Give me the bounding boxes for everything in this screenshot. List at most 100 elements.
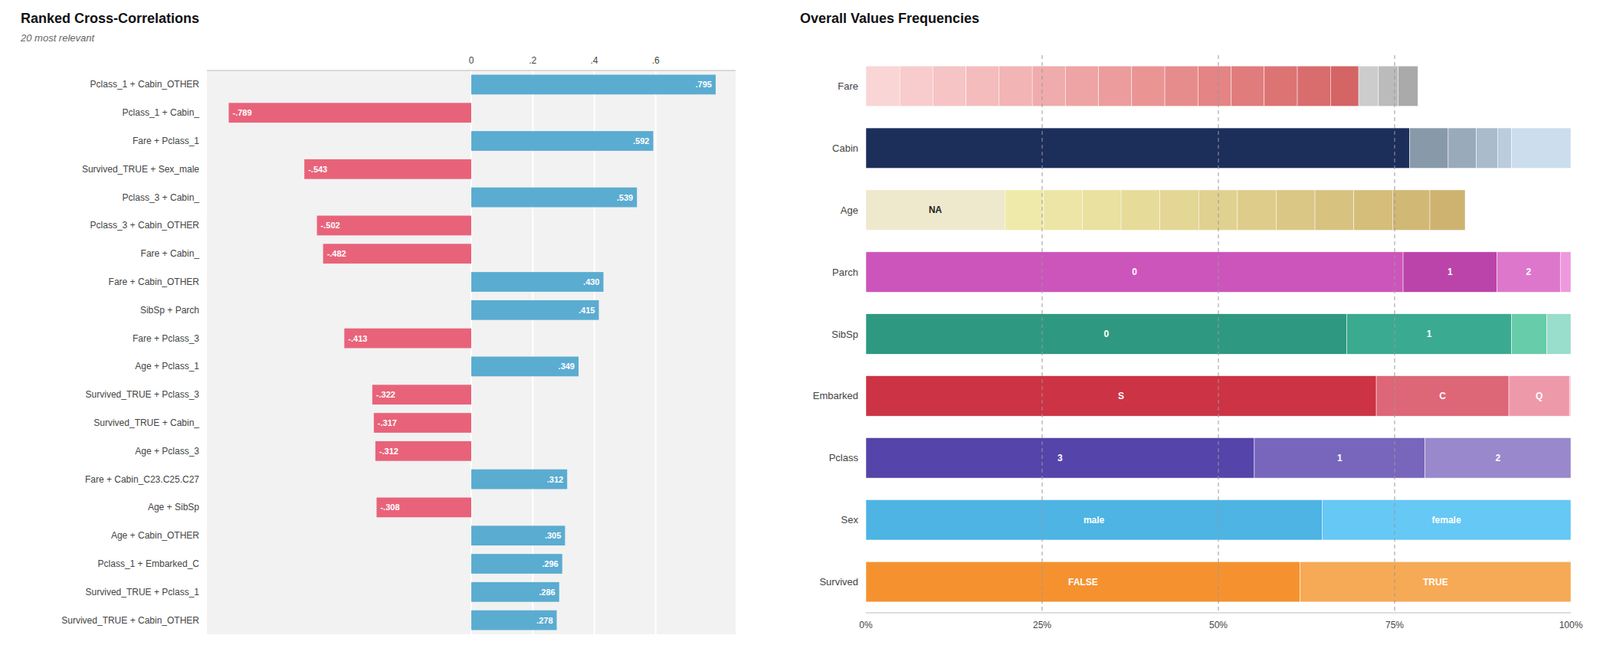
- bar-segment: [1376, 376, 1509, 417]
- data-label: .312: [547, 475, 564, 485]
- data-label: .349: [558, 361, 575, 371]
- category-label: Cabin: [832, 142, 859, 155]
- bar: [344, 328, 472, 349]
- bar-segment: [1004, 190, 1044, 231]
- bar-segment: [1065, 65, 1099, 107]
- bar-segment: [1511, 314, 1548, 355]
- x-axis-line: [865, 613, 1571, 614]
- category-label: Fare: [837, 80, 859, 92]
- data-label: -.789: [232, 108, 252, 118]
- bars: [228, 75, 715, 631]
- bar-segment: [1297, 65, 1331, 107]
- category-label: Survived: [819, 576, 859, 588]
- segment-label: 0: [1103, 328, 1109, 340]
- segment-label: FALSE: [1068, 577, 1099, 588]
- bar: [304, 159, 472, 180]
- bar-segment: [932, 65, 966, 107]
- bar: [228, 102, 472, 123]
- category-label: Embarked: [813, 390, 859, 402]
- segment-label: C: [1439, 390, 1446, 402]
- bar: [471, 469, 568, 490]
- bar: [376, 498, 472, 519]
- bar-segment: [1547, 314, 1571, 355]
- labels: 0.2.4.6Pclass_1 + Cabin_OTHERPclass_1 + …: [61, 55, 712, 627]
- chart-panel: Overall Values Frequencies0%25%50%75%100…: [800, 10, 1584, 631]
- x-tick-label: 100%: [1559, 619, 1584, 631]
- segment-label: NA: [928, 204, 943, 216]
- data-label: -.308: [380, 502, 400, 512]
- bar-segment: [1321, 499, 1571, 541]
- bar: [471, 131, 653, 151]
- grid-line: [531, 70, 534, 635]
- category-label: Survived_TRUE + Sex_male: [81, 163, 200, 175]
- bar-segment: [1237, 190, 1277, 231]
- bar-segment: [1569, 376, 1571, 417]
- bar-segment: [1429, 190, 1466, 231]
- category-label: Age + Pclass_1: [134, 360, 200, 372]
- bar: [471, 554, 563, 574]
- plot-background: [865, 55, 1571, 614]
- category-label: Age + SibSp: [147, 501, 200, 513]
- bar-segment: [1264, 65, 1298, 107]
- category-label: Age + Pclass_3: [134, 445, 200, 457]
- data-label: .415: [578, 305, 595, 315]
- category-label: Fare + Pclass_3: [132, 333, 200, 345]
- segment-label: 3: [1057, 452, 1063, 464]
- bar-segment: [1330, 65, 1359, 107]
- bar-segment: [865, 437, 1255, 479]
- segment-label: S: [1118, 390, 1125, 402]
- segment-label: Q: [1535, 390, 1543, 402]
- bar-segment: [1231, 65, 1265, 107]
- bar-segment: [1081, 190, 1122, 231]
- category-label: Sex: [841, 514, 860, 526]
- bar-segment: [1098, 65, 1132, 107]
- chart-svg: Ranked Cross-Correlations20 most relevan…: [0, 0, 1600, 645]
- bar: [471, 75, 716, 96]
- bar: [471, 525, 565, 546]
- bar-segment: [1346, 314, 1512, 355]
- bar-segment: [865, 499, 1322, 541]
- bar-segment: [1275, 190, 1315, 231]
- data-label: .539: [616, 193, 633, 203]
- chart-panel: Ranked Cross-Correlations20 most relevan…: [19, 10, 736, 635]
- data-label: -.413: [347, 334, 368, 344]
- segment-label: male: [1083, 514, 1105, 526]
- bar-segment: [899, 65, 933, 107]
- background-layer: [865, 55, 1571, 614]
- data-label: .286: [538, 587, 555, 597]
- segment-label: female: [1432, 514, 1462, 526]
- category-label: Fare + Cabin_OTHER: [108, 276, 200, 288]
- bar-segment: [865, 252, 1404, 293]
- category-label: Pclass_3 + Cabin_OTHER: [90, 219, 200, 231]
- x-tick-label: 50%: [1209, 619, 1228, 631]
- grid-line: [593, 70, 595, 635]
- category-label: Parch: [832, 266, 859, 279]
- data-label: .592: [632, 136, 650, 146]
- bar-segment: [865, 127, 1410, 169]
- bar-segment: [865, 314, 1347, 355]
- bar: [372, 384, 472, 405]
- bar-segment: [1392, 190, 1430, 231]
- x-tick-label: 75%: [1385, 619, 1404, 631]
- category-label: SibSp + Parch: [140, 304, 200, 316]
- category-label: Pclass_1 + Cabin_OTHER: [90, 78, 200, 90]
- category-label: Pclass_1 + Embarked_C: [98, 558, 200, 570]
- bar: [323, 243, 472, 264]
- bar: [471, 582, 560, 603]
- data-label: -.502: [321, 220, 341, 230]
- segment-label: 1: [1426, 328, 1433, 340]
- category-label: Survived_TRUE + Pclass_3: [85, 389, 200, 400]
- grid-line: [1218, 55, 1220, 614]
- bar-segment: [1254, 437, 1426, 479]
- bar-segment: [865, 190, 1005, 231]
- bar-segment: [1314, 190, 1355, 231]
- bar-segment: [1043, 190, 1083, 231]
- bar-segment: [1398, 65, 1419, 107]
- bar-segment: [1511, 127, 1571, 169]
- bar-segment: [1358, 65, 1379, 107]
- bar: [373, 413, 472, 433]
- grid-layer: [471, 70, 656, 635]
- category-label: Age + Cabin_OTHER: [111, 530, 200, 541]
- bar-segment: [966, 65, 1000, 107]
- bar-segment: [999, 65, 1033, 107]
